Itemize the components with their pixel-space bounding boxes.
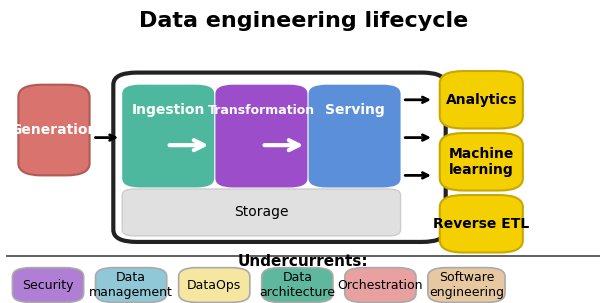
FancyBboxPatch shape [308,85,401,188]
Text: Serving: Serving [325,103,385,117]
FancyBboxPatch shape [215,85,307,188]
Text: Analytics: Analytics [446,93,517,107]
Text: Transformation: Transformation [208,104,315,117]
Text: Storage: Storage [234,205,289,219]
Text: Reverse ETL: Reverse ETL [433,217,529,231]
FancyBboxPatch shape [440,71,523,128]
Text: Data
architecture: Data architecture [259,271,335,299]
Text: Software
engineering: Software engineering [429,271,504,299]
FancyBboxPatch shape [95,268,167,302]
Text: Data
management: Data management [89,271,173,299]
FancyBboxPatch shape [428,268,505,302]
Text: Orchestration: Orchestration [338,278,423,291]
FancyBboxPatch shape [345,268,416,302]
Text: DataOps: DataOps [187,278,241,291]
FancyBboxPatch shape [13,268,83,302]
FancyBboxPatch shape [179,268,250,302]
FancyBboxPatch shape [262,268,333,302]
FancyBboxPatch shape [113,73,446,242]
Text: Ingestion: Ingestion [131,103,205,117]
Text: Undercurrents:: Undercurrents: [238,254,368,269]
Text: Machine
learning: Machine learning [449,147,514,177]
FancyBboxPatch shape [440,195,523,252]
Text: Security: Security [22,278,74,291]
Text: Generation: Generation [10,123,98,137]
FancyBboxPatch shape [440,133,523,191]
Text: Data engineering lifecycle: Data engineering lifecycle [139,11,468,31]
FancyBboxPatch shape [122,189,401,236]
FancyBboxPatch shape [122,85,214,188]
FancyBboxPatch shape [19,85,89,175]
